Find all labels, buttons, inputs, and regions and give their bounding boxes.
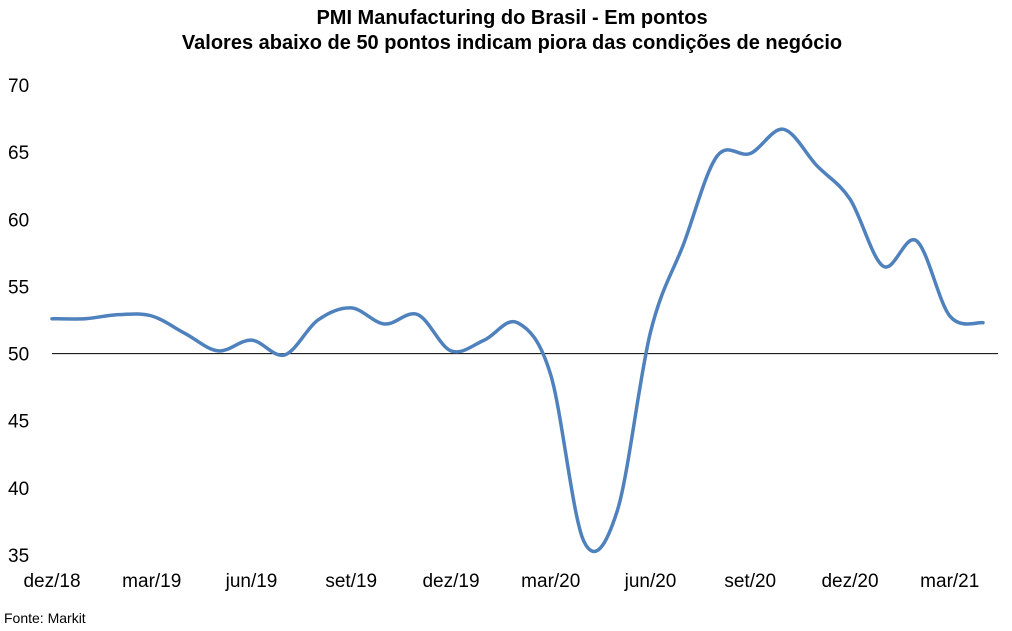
data-point xyxy=(350,307,352,309)
data-point xyxy=(849,198,851,200)
series-line-0 xyxy=(50,127,985,554)
chart-subtitle: Valores abaixo de 50 pontos indicam pior… xyxy=(181,32,843,54)
x-tick-label: jun/19 xyxy=(225,571,278,592)
y-tick-label: 35 xyxy=(8,546,29,567)
data-point xyxy=(583,540,585,542)
data-point xyxy=(816,164,818,166)
data-point xyxy=(184,332,186,334)
data-point xyxy=(51,317,53,319)
chart-title-block: PMI Manufacturing do Brasil - Em pontos … xyxy=(0,6,1012,56)
data-point xyxy=(749,152,751,154)
data-point xyxy=(716,155,718,157)
source-note: Fonte: Markit xyxy=(4,610,86,626)
y-tick-label: 45 xyxy=(8,412,29,433)
data-point xyxy=(915,240,917,242)
data-point xyxy=(649,331,651,333)
data-point xyxy=(550,374,552,376)
y-axis: 35 40 45 50 55 60 65 70 xyxy=(8,76,29,567)
x-tick-label: dez/20 xyxy=(821,571,878,592)
y-tick-label: 60 xyxy=(8,210,29,231)
x-tick-label: mar/19 xyxy=(122,571,181,592)
data-point xyxy=(516,321,518,323)
x-tick-label: set/19 xyxy=(325,571,377,592)
data-point xyxy=(250,339,252,341)
data-point xyxy=(383,323,385,325)
x-axis: dez/18 mar/19 jun/19 set/19 dez/19 mar/20 jun/… xyxy=(23,571,979,592)
x-tick-label: jun/20 xyxy=(624,571,677,592)
data-point xyxy=(217,350,219,352)
data-point xyxy=(949,315,951,317)
data-point xyxy=(683,242,685,244)
y-tick-label: 65 xyxy=(8,143,29,164)
data-point xyxy=(317,319,319,321)
x-tick-label: mar/20 xyxy=(521,571,580,592)
y-tick-label: 70 xyxy=(8,76,29,97)
x-tick-label: mar/21 xyxy=(920,571,979,592)
data-point xyxy=(450,350,452,352)
y-tick-label: 50 xyxy=(8,345,29,366)
data-point xyxy=(616,509,618,511)
data-point xyxy=(151,315,153,317)
data-point xyxy=(417,313,419,315)
data-point xyxy=(483,339,485,341)
x-tick-label: dez/19 xyxy=(422,571,479,592)
x-tick-label: set/20 xyxy=(724,571,776,592)
x-tick-label: dez/18 xyxy=(23,571,80,592)
data-point xyxy=(84,317,86,319)
data-point xyxy=(882,265,884,267)
data-point xyxy=(117,313,119,315)
data-point xyxy=(782,128,784,130)
data-point xyxy=(284,354,286,356)
series-group xyxy=(50,127,985,554)
y-tick-label: 40 xyxy=(8,479,29,500)
data-point xyxy=(982,321,984,323)
y-tick-label: 55 xyxy=(8,277,29,298)
chart-title: PMI Manufacturing do Brasil - Em pontos xyxy=(316,7,708,29)
